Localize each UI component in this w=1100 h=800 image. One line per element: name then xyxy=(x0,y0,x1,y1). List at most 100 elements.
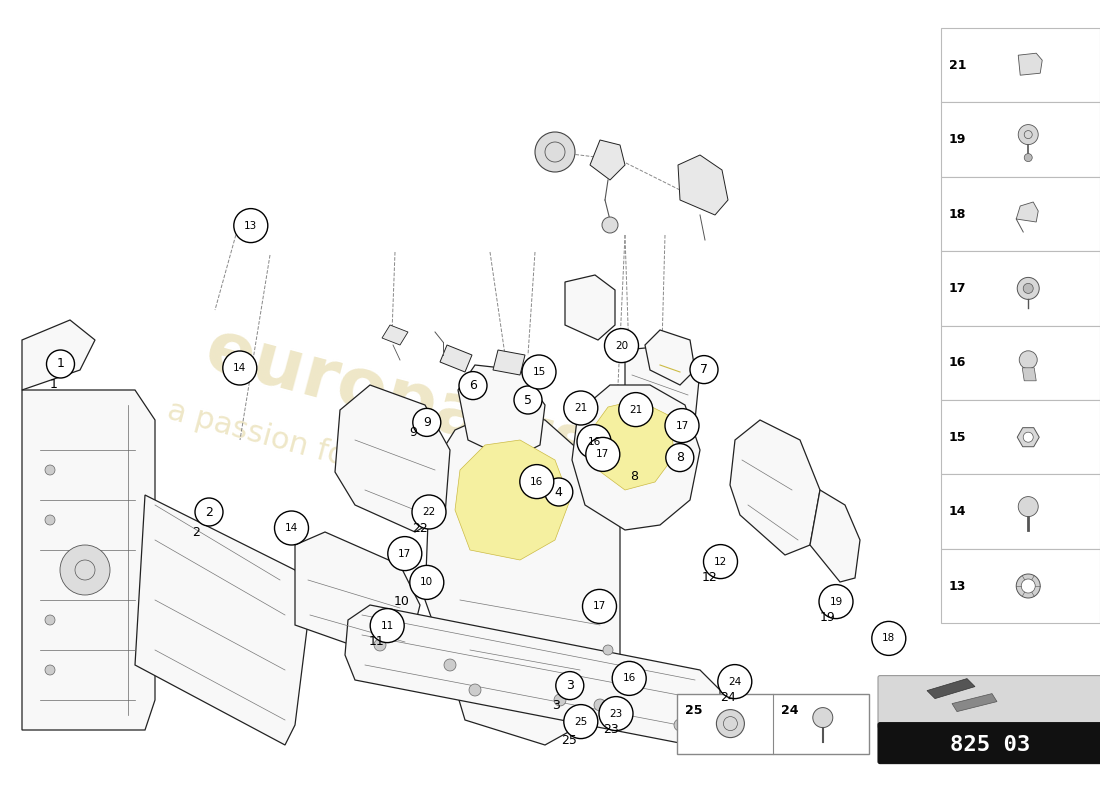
Polygon shape xyxy=(927,678,975,698)
Text: 15: 15 xyxy=(948,430,966,444)
Polygon shape xyxy=(1019,53,1042,75)
Text: 19: 19 xyxy=(829,597,843,606)
Circle shape xyxy=(674,719,686,731)
Circle shape xyxy=(602,217,618,233)
Circle shape xyxy=(45,615,55,625)
Polygon shape xyxy=(1016,202,1038,222)
Circle shape xyxy=(1019,497,1038,517)
Circle shape xyxy=(872,622,905,655)
Polygon shape xyxy=(1018,428,1040,446)
Text: 16: 16 xyxy=(948,356,966,370)
Circle shape xyxy=(718,665,751,698)
Circle shape xyxy=(1020,350,1037,369)
Circle shape xyxy=(1019,125,1038,145)
Text: 14: 14 xyxy=(233,363,246,373)
Text: 25: 25 xyxy=(574,717,587,726)
Text: 22: 22 xyxy=(422,507,436,517)
Text: 1: 1 xyxy=(56,358,65,370)
FancyBboxPatch shape xyxy=(878,722,1100,763)
Circle shape xyxy=(690,355,718,383)
Text: 10: 10 xyxy=(420,578,433,587)
Polygon shape xyxy=(455,440,570,560)
Text: 11: 11 xyxy=(368,635,384,648)
Polygon shape xyxy=(952,694,997,712)
FancyBboxPatch shape xyxy=(940,326,1100,400)
Circle shape xyxy=(1024,154,1032,162)
Text: 5: 5 xyxy=(524,394,532,406)
Circle shape xyxy=(594,699,606,711)
Text: 2: 2 xyxy=(205,506,213,518)
Polygon shape xyxy=(295,532,420,655)
FancyBboxPatch shape xyxy=(940,251,1100,326)
Text: 1: 1 xyxy=(50,378,57,390)
Circle shape xyxy=(1018,278,1040,299)
Polygon shape xyxy=(345,605,720,745)
Circle shape xyxy=(605,329,638,362)
Text: 23: 23 xyxy=(603,723,618,736)
Text: 2: 2 xyxy=(192,526,200,538)
Circle shape xyxy=(554,694,566,706)
Text: 20: 20 xyxy=(615,341,628,350)
Text: 17: 17 xyxy=(398,549,411,558)
Circle shape xyxy=(522,355,556,389)
Polygon shape xyxy=(565,275,615,340)
Text: 12: 12 xyxy=(702,571,717,584)
Polygon shape xyxy=(572,385,700,530)
FancyBboxPatch shape xyxy=(878,675,1100,728)
Circle shape xyxy=(1016,574,1041,598)
Circle shape xyxy=(412,408,441,437)
Polygon shape xyxy=(458,365,544,460)
Text: 17: 17 xyxy=(593,602,606,611)
Text: 18: 18 xyxy=(948,207,966,221)
Circle shape xyxy=(371,609,404,642)
Polygon shape xyxy=(440,345,472,372)
Text: 12: 12 xyxy=(714,557,727,566)
Text: 24: 24 xyxy=(728,677,741,686)
Text: 11: 11 xyxy=(381,621,394,630)
Circle shape xyxy=(544,478,573,506)
Text: 17: 17 xyxy=(596,450,609,459)
Circle shape xyxy=(613,662,646,695)
Polygon shape xyxy=(493,350,525,375)
Text: 9: 9 xyxy=(409,426,417,438)
Polygon shape xyxy=(625,345,700,440)
Text: 8: 8 xyxy=(675,451,684,464)
Circle shape xyxy=(586,438,619,471)
Circle shape xyxy=(578,425,610,458)
FancyBboxPatch shape xyxy=(940,474,1100,549)
Text: 4: 4 xyxy=(554,486,563,498)
Polygon shape xyxy=(336,385,450,532)
FancyBboxPatch shape xyxy=(940,549,1100,623)
Circle shape xyxy=(666,409,698,442)
Circle shape xyxy=(60,545,110,595)
Text: 19: 19 xyxy=(820,611,835,624)
Circle shape xyxy=(469,684,481,696)
Circle shape xyxy=(603,645,613,655)
Text: 23: 23 xyxy=(609,709,623,718)
FancyBboxPatch shape xyxy=(940,177,1100,251)
Circle shape xyxy=(45,465,55,475)
Text: 21: 21 xyxy=(574,403,587,413)
Text: 3: 3 xyxy=(565,679,574,692)
Circle shape xyxy=(223,351,256,385)
Circle shape xyxy=(412,495,446,529)
Text: 18: 18 xyxy=(882,634,895,643)
FancyBboxPatch shape xyxy=(940,102,1100,177)
Circle shape xyxy=(619,393,652,426)
Text: 6: 6 xyxy=(469,379,477,392)
FancyBboxPatch shape xyxy=(940,28,1100,102)
Text: 15: 15 xyxy=(532,367,546,377)
Text: 10: 10 xyxy=(394,595,409,608)
Text: 14: 14 xyxy=(285,523,298,533)
Polygon shape xyxy=(810,490,860,582)
Polygon shape xyxy=(425,410,620,745)
Polygon shape xyxy=(590,400,675,490)
Text: 24: 24 xyxy=(781,704,799,717)
Text: 8: 8 xyxy=(630,470,638,482)
Polygon shape xyxy=(22,390,155,730)
Polygon shape xyxy=(678,155,728,215)
Polygon shape xyxy=(382,325,408,345)
Circle shape xyxy=(813,707,833,728)
Text: 22: 22 xyxy=(412,522,428,534)
FancyBboxPatch shape xyxy=(940,400,1100,474)
